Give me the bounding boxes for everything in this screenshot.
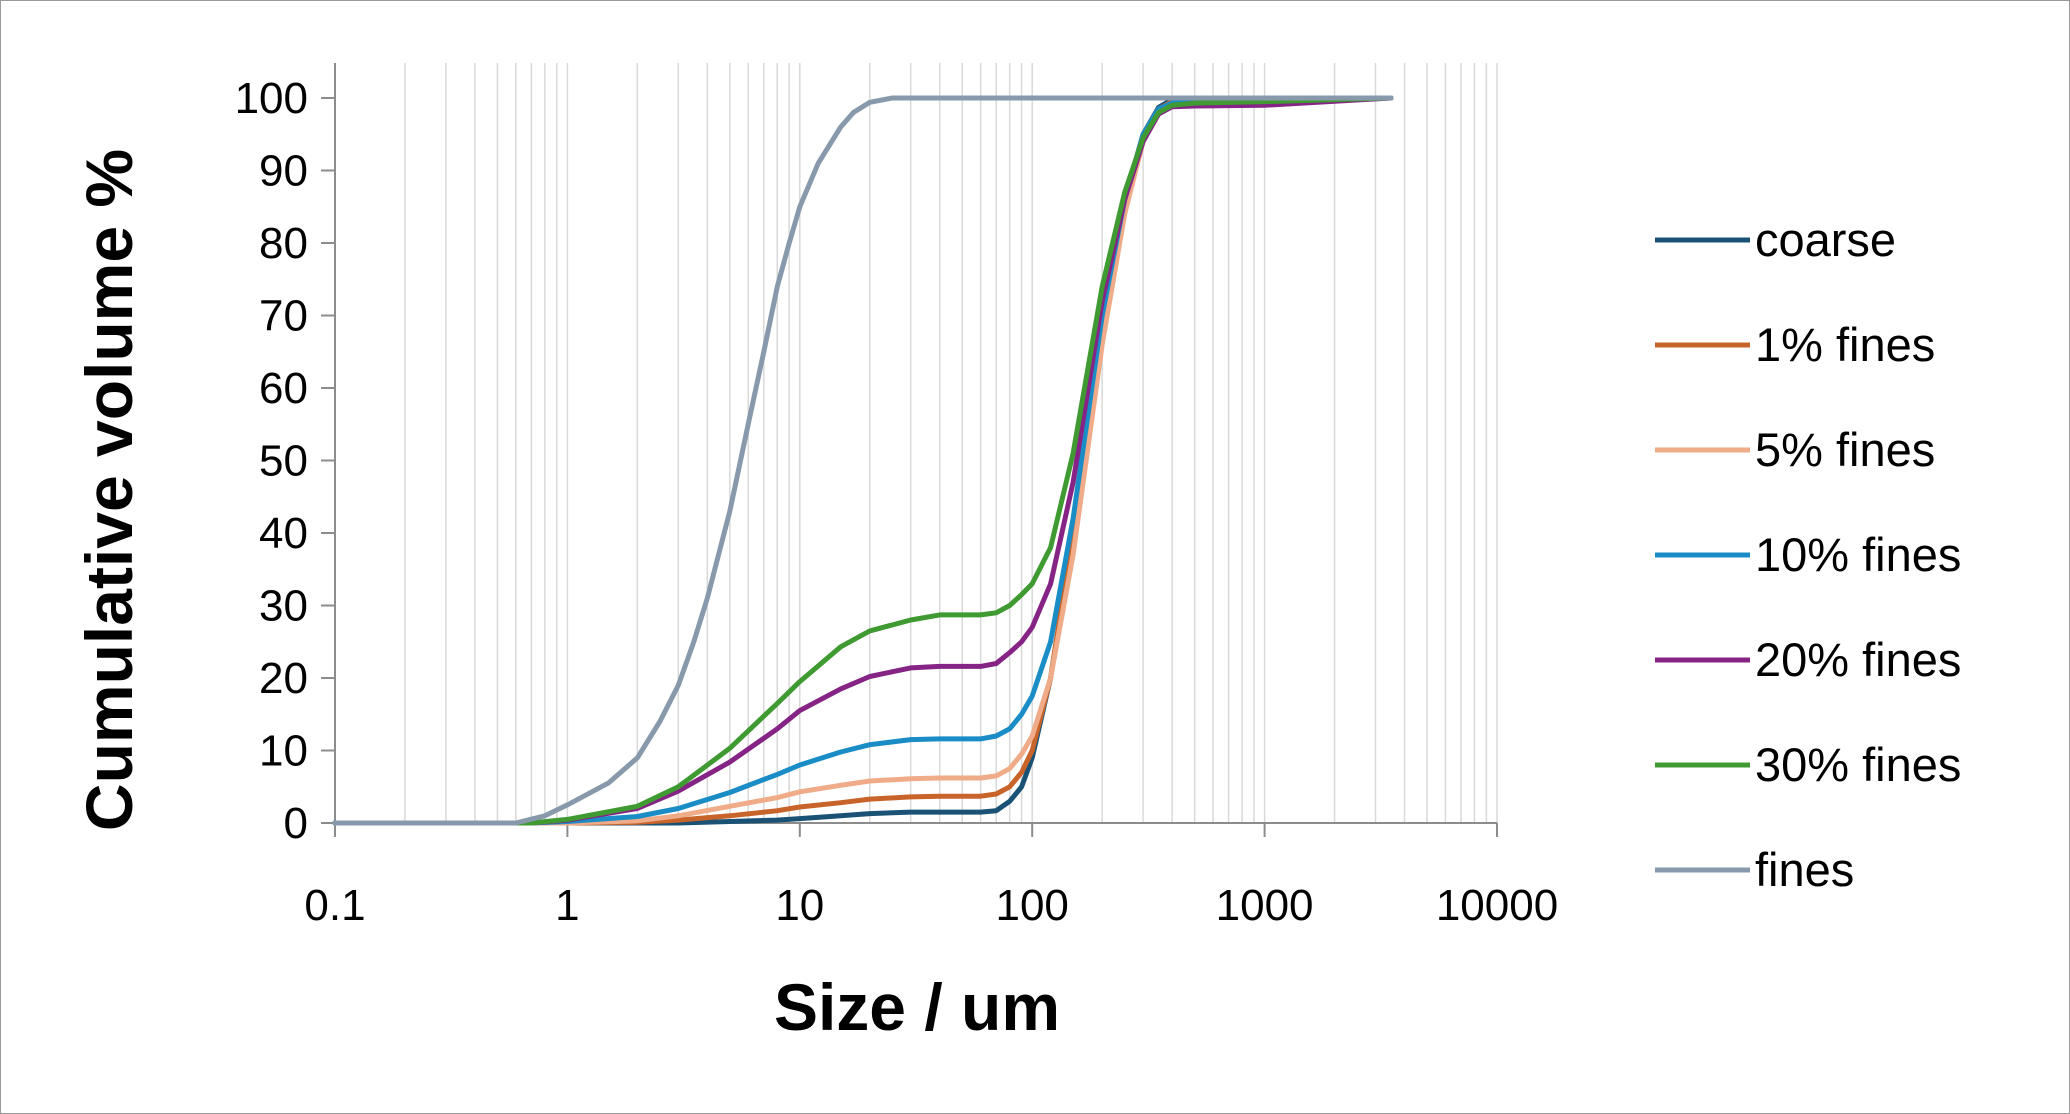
x-tick-label: 10000 bbox=[1436, 881, 1558, 930]
y-tick-label: 0 bbox=[284, 799, 308, 848]
x-tick-label: 100 bbox=[995, 881, 1068, 930]
y-tick-label: 70 bbox=[259, 292, 308, 341]
y-tick-label: 50 bbox=[259, 437, 308, 486]
x-axis-title: Size / um bbox=[774, 970, 1060, 1044]
y-tick-label: 30 bbox=[259, 582, 308, 631]
series-lines bbox=[332, 95, 1394, 826]
y-tick-label: 60 bbox=[259, 364, 308, 413]
legend-label-coarse: coarse bbox=[1755, 213, 1896, 266]
series-line-coarse bbox=[332, 95, 1394, 826]
series-line-5-fines bbox=[332, 95, 1394, 826]
x-tick-label: 1000 bbox=[1216, 881, 1314, 930]
series-line-1-fines bbox=[332, 95, 1394, 826]
legend-label-10-fines: 10% fines bbox=[1755, 528, 1961, 581]
y-tick-label: 100 bbox=[235, 74, 308, 123]
axes bbox=[334, 63, 1497, 824]
y-tick-label: 20 bbox=[259, 654, 308, 703]
legend-label-1-fines: 1% fines bbox=[1755, 318, 1935, 371]
series-line-10-fines bbox=[332, 95, 1394, 826]
y-tick-label: 40 bbox=[259, 509, 308, 558]
gridlines bbox=[404, 63, 1498, 823]
legend-label-20-fines: 20% fines bbox=[1755, 633, 1961, 686]
legend-label-fines: fines bbox=[1755, 843, 1854, 896]
x-tick-labels: 0.1 1 10 100 1000 10000 bbox=[304, 823, 1558, 930]
y-tick-label: 10 bbox=[259, 727, 308, 776]
y-tick-label: 90 bbox=[259, 147, 308, 196]
series-line-20-fines bbox=[332, 95, 1394, 826]
legend-label-5-fines: 5% fines bbox=[1755, 423, 1935, 476]
y-tick-labels: 0 10 20 30 40 50 60 70 80 90 100 bbox=[235, 74, 335, 848]
legend-label-30-fines: 30% fines bbox=[1755, 738, 1961, 791]
series-line-30-fines bbox=[332, 95, 1394, 826]
y-tick-label: 80 bbox=[259, 219, 308, 268]
series-line-fines bbox=[332, 95, 1394, 826]
y-axis-title: Cumulative volume % bbox=[72, 149, 146, 831]
x-tick-label: 10 bbox=[775, 881, 824, 930]
x-tick-label: 0.1 bbox=[304, 881, 365, 930]
x-tick-label: 1 bbox=[555, 881, 579, 930]
legend: coarse 1% fines 5% fines 10% fines 20% fines… bbox=[1655, 213, 1961, 896]
